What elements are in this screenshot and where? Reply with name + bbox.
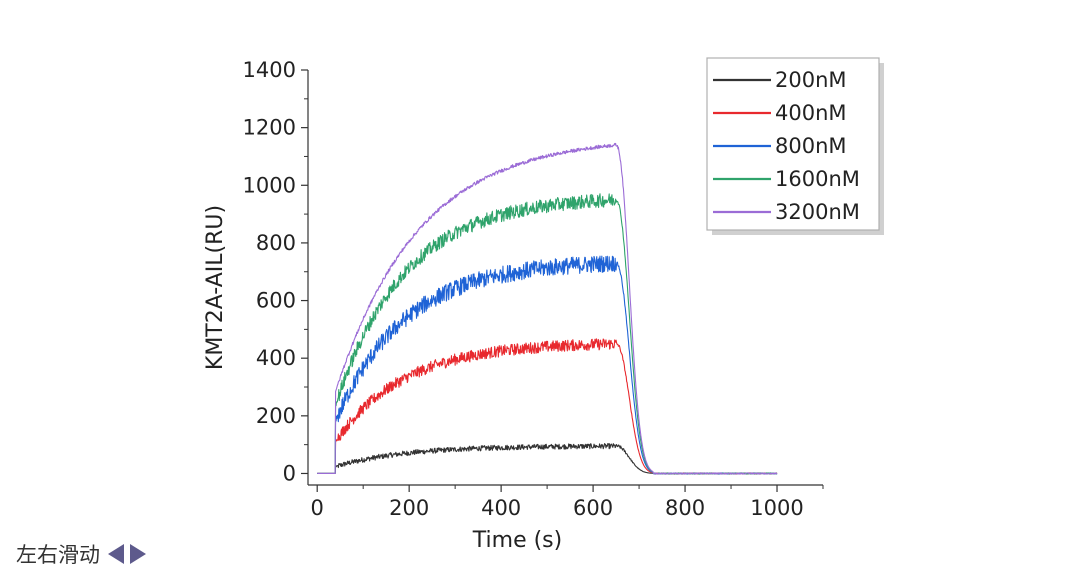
arrow-right-icon[interactable] bbox=[130, 544, 146, 564]
y-axis-label: KMT2A-AIL(RU) bbox=[203, 205, 228, 370]
legend-box bbox=[706, 57, 880, 231]
y-tick-label: 200 bbox=[256, 404, 296, 428]
legend-label-800nM: 800nM bbox=[775, 134, 847, 158]
y-tick-label: 600 bbox=[256, 289, 296, 313]
y-tick-label: 1400 bbox=[243, 58, 296, 82]
legend-label-1600nM: 1600nM bbox=[775, 167, 860, 191]
x-tick-label: 200 bbox=[389, 496, 429, 520]
axes-layer: 0 200 400 600 800 1000 1200 1400 0 200 400 600 800 10… bbox=[203, 58, 824, 553]
y-tick-label: 1000 bbox=[243, 173, 296, 197]
x-tick-label: 800 bbox=[665, 496, 705, 520]
legend-label-200nM: 200nM bbox=[775, 68, 847, 92]
swipe-arrows bbox=[108, 544, 146, 564]
y-tick-label: 0 bbox=[283, 461, 296, 485]
swipe-hint[interactable]: 左右滑动 bbox=[16, 538, 146, 570]
x-axis-label: Time (s) bbox=[472, 528, 562, 553]
x-tick-label: 1000 bbox=[750, 496, 803, 520]
swipe-hint-label: 左右滑动 bbox=[16, 543, 100, 567]
x-tick-label: 600 bbox=[573, 496, 613, 520]
y-tick-label: 800 bbox=[256, 231, 296, 255]
arrow-left-icon[interactable] bbox=[108, 544, 124, 564]
legend-label-400nM: 400nM bbox=[775, 101, 847, 125]
x-tick-label: 400 bbox=[481, 496, 521, 520]
y-tick-label: 1200 bbox=[243, 116, 296, 140]
series-line-800nM bbox=[317, 255, 778, 475]
series-line-3200nM bbox=[317, 142, 778, 475]
legend-label-3200nM: 3200nM bbox=[775, 200, 860, 224]
x-tick-label: 0 bbox=[311, 496, 324, 520]
y-tick-label: 400 bbox=[256, 346, 296, 370]
legend: 200nM 400nM 800nM 1600nM 3200nM bbox=[706, 57, 884, 235]
series-layer bbox=[317, 142, 778, 475]
series-line-200nM bbox=[317, 443, 778, 475]
